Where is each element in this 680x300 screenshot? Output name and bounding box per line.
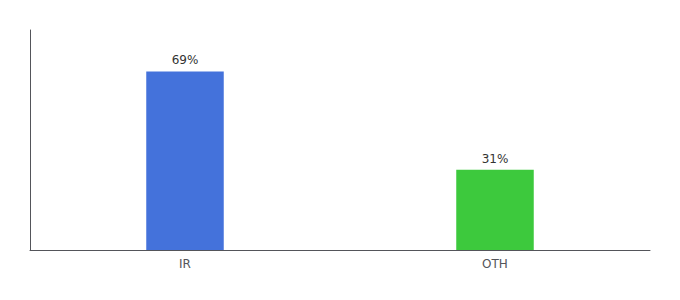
svg-text:31%: 31% — [482, 152, 509, 166]
svg-text:69%: 69% — [172, 53, 199, 67]
svg-text:IR: IR — [179, 257, 191, 271]
svg-text:OTH: OTH — [482, 257, 508, 271]
